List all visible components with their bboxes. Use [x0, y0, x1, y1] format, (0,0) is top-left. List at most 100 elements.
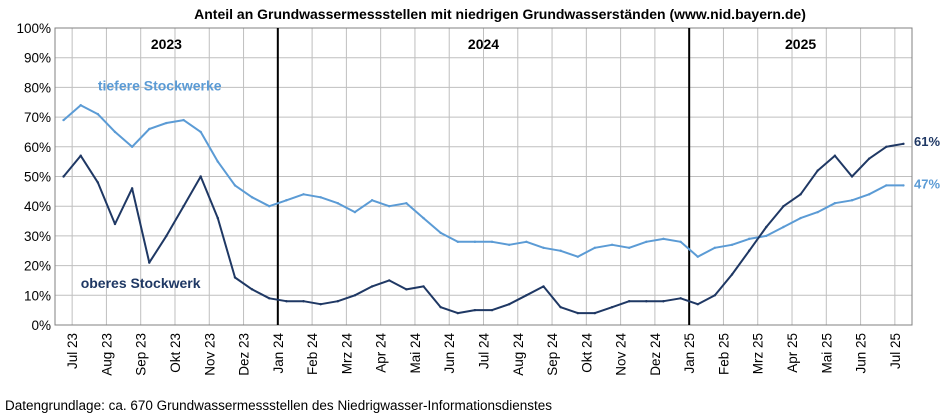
- x-tick-label: Mrz 25: [751, 333, 766, 374]
- x-tick-label: Sep 24: [545, 333, 560, 376]
- series-point: [130, 187, 134, 190]
- series-point: [696, 303, 699, 306]
- series-point: [370, 285, 374, 288]
- series-point: [405, 202, 408, 205]
- series-point: [473, 308, 477, 312]
- series-point: [216, 216, 220, 220]
- y-tick-label: 80%: [24, 80, 51, 95]
- series-point: [182, 205, 185, 208]
- series-point: [542, 285, 545, 288]
- series-point: [148, 127, 151, 131]
- series-point: [268, 297, 271, 300]
- x-tick-label: Jan 24: [271, 333, 286, 374]
- x-tick-label: Nov 23: [202, 333, 217, 376]
- series-point: [302, 193, 305, 196]
- series-point: [388, 205, 391, 208]
- series-point: [182, 118, 185, 122]
- series-point: [782, 205, 785, 208]
- end-value-label: 47%: [914, 176, 940, 191]
- x-tick-label: Aug 23: [99, 333, 114, 376]
- series-label-tiefere: tiefere Stockwerke: [98, 77, 222, 93]
- series-point: [559, 305, 562, 309]
- series-point: [250, 196, 254, 199]
- x-tick-label: Dez 23: [237, 333, 252, 376]
- series-point: [285, 199, 288, 202]
- series-point: [867, 193, 871, 196]
- series-point: [902, 184, 905, 187]
- year-label: 2024: [468, 36, 499, 52]
- series-point: [113, 222, 117, 226]
- series-point: [422, 216, 425, 220]
- series-point: [662, 237, 665, 241]
- y-tick-label: 100%: [16, 21, 51, 36]
- series-point: [593, 311, 597, 315]
- series-point: [765, 225, 768, 229]
- series-point: [456, 240, 459, 244]
- series-point: [730, 243, 734, 247]
- chart-title: Anteil an Grundwassermessstellen mit nie…: [194, 6, 806, 22]
- x-tick-label: Sep 23: [134, 333, 149, 376]
- x-tick-label: Jul 23: [65, 333, 80, 369]
- series-point: [525, 240, 528, 244]
- series-point: [233, 276, 237, 279]
- series-point: [850, 175, 854, 178]
- series-point: [165, 234, 168, 238]
- x-tick-label: Nov 24: [614, 333, 629, 376]
- plot-area: 0% 10% 20% 30% 40% 50% 60% 70% 80% 90% 100% Jul 23 A…: [16, 21, 940, 376]
- x-tick-label: Dez 24: [648, 333, 663, 376]
- series-point: [816, 169, 819, 172]
- series-point: [216, 160, 220, 163]
- series-point: [353, 210, 357, 214]
- series-point: [679, 297, 682, 300]
- series-point: [696, 255, 699, 258]
- series-point: [473, 240, 477, 244]
- series-point: [62, 118, 65, 122]
- series-point: [576, 255, 579, 258]
- series-point: [885, 184, 888, 187]
- series-point: [627, 246, 631, 249]
- year-label: 2025: [785, 36, 816, 52]
- series-point: [885, 145, 888, 148]
- series-point: [439, 305, 442, 309]
- series-point: [388, 279, 391, 282]
- y-tick-label: 40%: [24, 199, 51, 214]
- x-tick-label: Feb 25: [716, 333, 731, 375]
- y-tick-label: 60%: [24, 140, 51, 155]
- series-point: [96, 181, 100, 184]
- series-point: [610, 305, 614, 309]
- series-point: [96, 112, 100, 116]
- series-point: [233, 184, 237, 187]
- series-point: [79, 104, 82, 107]
- series-point: [833, 202, 837, 205]
- x-tick-label: Jul 25: [888, 333, 903, 369]
- series-point: [456, 311, 459, 315]
- series-point: [250, 288, 254, 291]
- series-point: [593, 246, 597, 249]
- x-tick-label: Okt 24: [579, 333, 594, 373]
- series-point: [867, 157, 871, 160]
- series-point: [508, 303, 511, 306]
- series-point: [490, 308, 494, 312]
- y-tick-label: 70%: [24, 110, 51, 125]
- series-point: [542, 246, 545, 249]
- year-label: 2023: [151, 36, 182, 52]
- data-source-footnote: Datengrundlage: ca. 670 Grundwassermesss…: [5, 398, 552, 413]
- series-point: [405, 288, 408, 291]
- series-point: [902, 142, 905, 146]
- series-point: [113, 130, 117, 134]
- x-tick-label: Apr 25: [785, 333, 800, 373]
- x-tick-label: Jun 25: [854, 333, 869, 374]
- series-point: [130, 145, 134, 148]
- x-tick-label: Feb 24: [305, 333, 320, 376]
- series-point: [747, 237, 751, 241]
- series-point: [62, 175, 65, 178]
- x-tick-label: Jun 24: [442, 333, 457, 374]
- series-point: [490, 240, 494, 244]
- series-point: [662, 300, 665, 303]
- series-point: [199, 130, 202, 134]
- series-point: [713, 246, 717, 249]
- series-point: [319, 196, 322, 199]
- y-tick-label: 90%: [24, 51, 51, 66]
- series-point: [148, 261, 151, 264]
- series-point: [268, 205, 271, 208]
